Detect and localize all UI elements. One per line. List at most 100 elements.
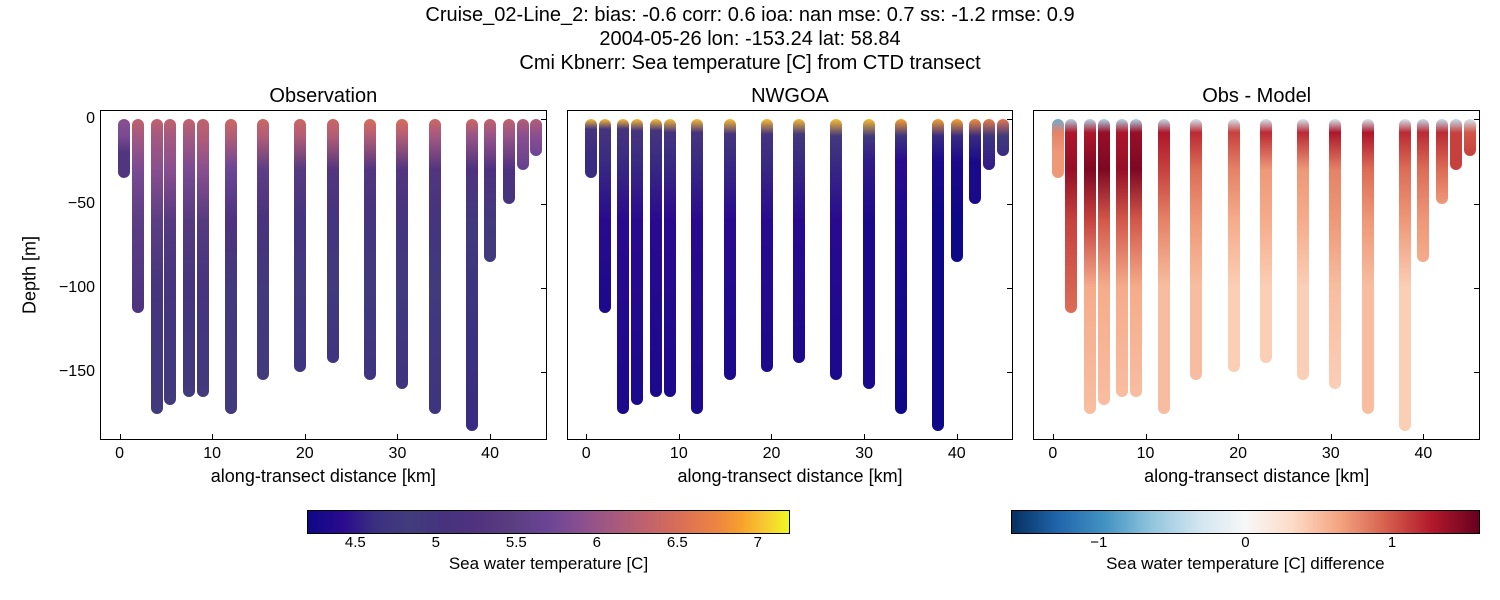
y-tick: −150 bbox=[59, 363, 101, 381]
colorbar-tick: 6.5 bbox=[667, 534, 688, 551]
profile-bar bbox=[530, 119, 542, 156]
profile-bar bbox=[503, 119, 515, 203]
colorbar-tick: −1 bbox=[1090, 534, 1107, 551]
colorbars-row: 4.5 5 5.5 6 6.5 7 Sea water temperature [C] −1 0… bbox=[100, 510, 1480, 590]
panel-observation: Observationalong-transect distance [km]0… bbox=[100, 110, 547, 440]
profile-bar bbox=[983, 119, 995, 169]
panel-obs---model: Obs - Modelalong-transect distance [km]0… bbox=[1033, 110, 1480, 440]
colorbar-tick: 0 bbox=[1241, 534, 1249, 551]
profile-bar bbox=[691, 119, 703, 413]
panel-title: Obs - Model bbox=[1034, 85, 1479, 108]
panel-nwgoa: NWGOAalong-transect distance [km]0102030… bbox=[567, 110, 1014, 440]
profile-bar bbox=[225, 119, 237, 413]
profile-bar bbox=[484, 119, 496, 262]
profile-bar bbox=[761, 119, 773, 371]
profile-bar bbox=[327, 119, 339, 363]
x-axis-label: along-transect distance [km] bbox=[1034, 466, 1479, 487]
profile-bar bbox=[164, 119, 176, 405]
y-tick: −100 bbox=[59, 279, 101, 297]
figure: Cruise_02-Line_2: bias: -0.6 corr: 0.6 i… bbox=[0, 0, 1500, 600]
panels-row: Observationalong-transect distance [km]0… bbox=[100, 110, 1480, 440]
profile-bar bbox=[1116, 119, 1128, 397]
profile-bar bbox=[1052, 119, 1064, 178]
profile-bar bbox=[1417, 119, 1429, 262]
colorbar-label: Sea water temperature [C] bbox=[307, 554, 790, 574]
profile-bar bbox=[1464, 119, 1476, 156]
profile-bar bbox=[118, 119, 130, 178]
profile-bar bbox=[617, 119, 629, 413]
x-tick: 40 bbox=[481, 439, 499, 463]
y-tick: 0 bbox=[86, 110, 101, 128]
x-tick: 10 bbox=[203, 439, 221, 463]
colorbar-tick: 6 bbox=[593, 534, 601, 551]
x-tick: 0 bbox=[1048, 439, 1057, 463]
profile-bar bbox=[294, 119, 306, 371]
colorbar-tick: 5 bbox=[432, 534, 440, 551]
profile-bar bbox=[183, 119, 195, 397]
x-tick: 20 bbox=[1229, 439, 1247, 463]
title-line2: 2004-05-26 lon: -153.24 lat: 58.84 bbox=[0, 28, 1500, 51]
profile-bar bbox=[1329, 119, 1341, 388]
profile-bar bbox=[151, 119, 163, 413]
x-tick: 40 bbox=[948, 439, 966, 463]
profile-bar bbox=[1228, 119, 1240, 371]
title-line1: Cruise_02-Line_2: bias: -0.6 corr: 0.6 i… bbox=[0, 4, 1500, 27]
x-tick: 30 bbox=[1322, 439, 1340, 463]
profile-bar bbox=[1098, 119, 1110, 405]
colorbar-temperature: 4.5 5 5.5 6 6.5 7 Sea water temperature [C] bbox=[307, 510, 790, 590]
colorbar-difference: −1 0 1 Sea water temperature [C] difference bbox=[1011, 510, 1480, 590]
panel-title: NWGOA bbox=[568, 85, 1013, 108]
profile-bar bbox=[997, 119, 1009, 156]
x-tick: 0 bbox=[115, 439, 124, 463]
profile-bar bbox=[396, 119, 408, 388]
title-line3: Cmi Kbnerr: Sea temperature [C] from CTD… bbox=[0, 52, 1500, 75]
profile-bar bbox=[466, 119, 478, 430]
x-tick: 0 bbox=[582, 439, 591, 463]
profile-bar bbox=[132, 119, 144, 312]
x-tick: 20 bbox=[296, 439, 314, 463]
profile-bar bbox=[793, 119, 805, 363]
x-tick: 40 bbox=[1415, 439, 1433, 463]
profile-bar bbox=[429, 119, 441, 413]
x-tick: 10 bbox=[1137, 439, 1155, 463]
profile-bar bbox=[664, 119, 676, 397]
profile-bar bbox=[585, 119, 597, 178]
profile-bar bbox=[650, 119, 662, 397]
profile-bar bbox=[724, 119, 736, 380]
panel-title: Observation bbox=[101, 85, 546, 108]
x-axis-label: along-transect distance [km] bbox=[568, 466, 1013, 487]
profile-bar bbox=[1362, 119, 1374, 413]
y-tick: −50 bbox=[68, 195, 101, 213]
profile-bar bbox=[197, 119, 209, 397]
profile-bar bbox=[1190, 119, 1202, 380]
profile-bar bbox=[1158, 119, 1170, 413]
profile-bar bbox=[895, 119, 907, 413]
x-tick: 30 bbox=[389, 439, 407, 463]
profile-bar bbox=[830, 119, 842, 380]
profile-bar bbox=[364, 119, 376, 380]
colorbar-tick: 5.5 bbox=[506, 534, 527, 551]
profile-bar bbox=[1260, 119, 1272, 363]
profile-bar bbox=[599, 119, 611, 312]
profile-bar bbox=[969, 119, 981, 203]
colorbar-label: Sea water temperature [C] difference bbox=[1011, 554, 1480, 574]
profile-bar bbox=[951, 119, 963, 262]
profile-bar bbox=[863, 119, 875, 388]
profile-bar bbox=[932, 119, 944, 430]
profile-bar bbox=[631, 119, 643, 405]
x-tick: 30 bbox=[855, 439, 873, 463]
profile-bar bbox=[1436, 119, 1448, 203]
profile-bar bbox=[1065, 119, 1077, 312]
profile-bar bbox=[257, 119, 269, 380]
profile-bar bbox=[1399, 119, 1411, 430]
profile-bar bbox=[1297, 119, 1309, 380]
colorbar-tick: 1 bbox=[1388, 534, 1396, 551]
profile-bar bbox=[1130, 119, 1142, 397]
x-tick: 10 bbox=[670, 439, 688, 463]
profile-bar bbox=[517, 119, 529, 169]
colorbar bbox=[307, 510, 790, 534]
colorbar-tick: 4.5 bbox=[345, 534, 366, 551]
colorbar bbox=[1011, 510, 1480, 534]
profile-bar bbox=[1450, 119, 1462, 169]
colorbar-tick: 7 bbox=[754, 534, 762, 551]
